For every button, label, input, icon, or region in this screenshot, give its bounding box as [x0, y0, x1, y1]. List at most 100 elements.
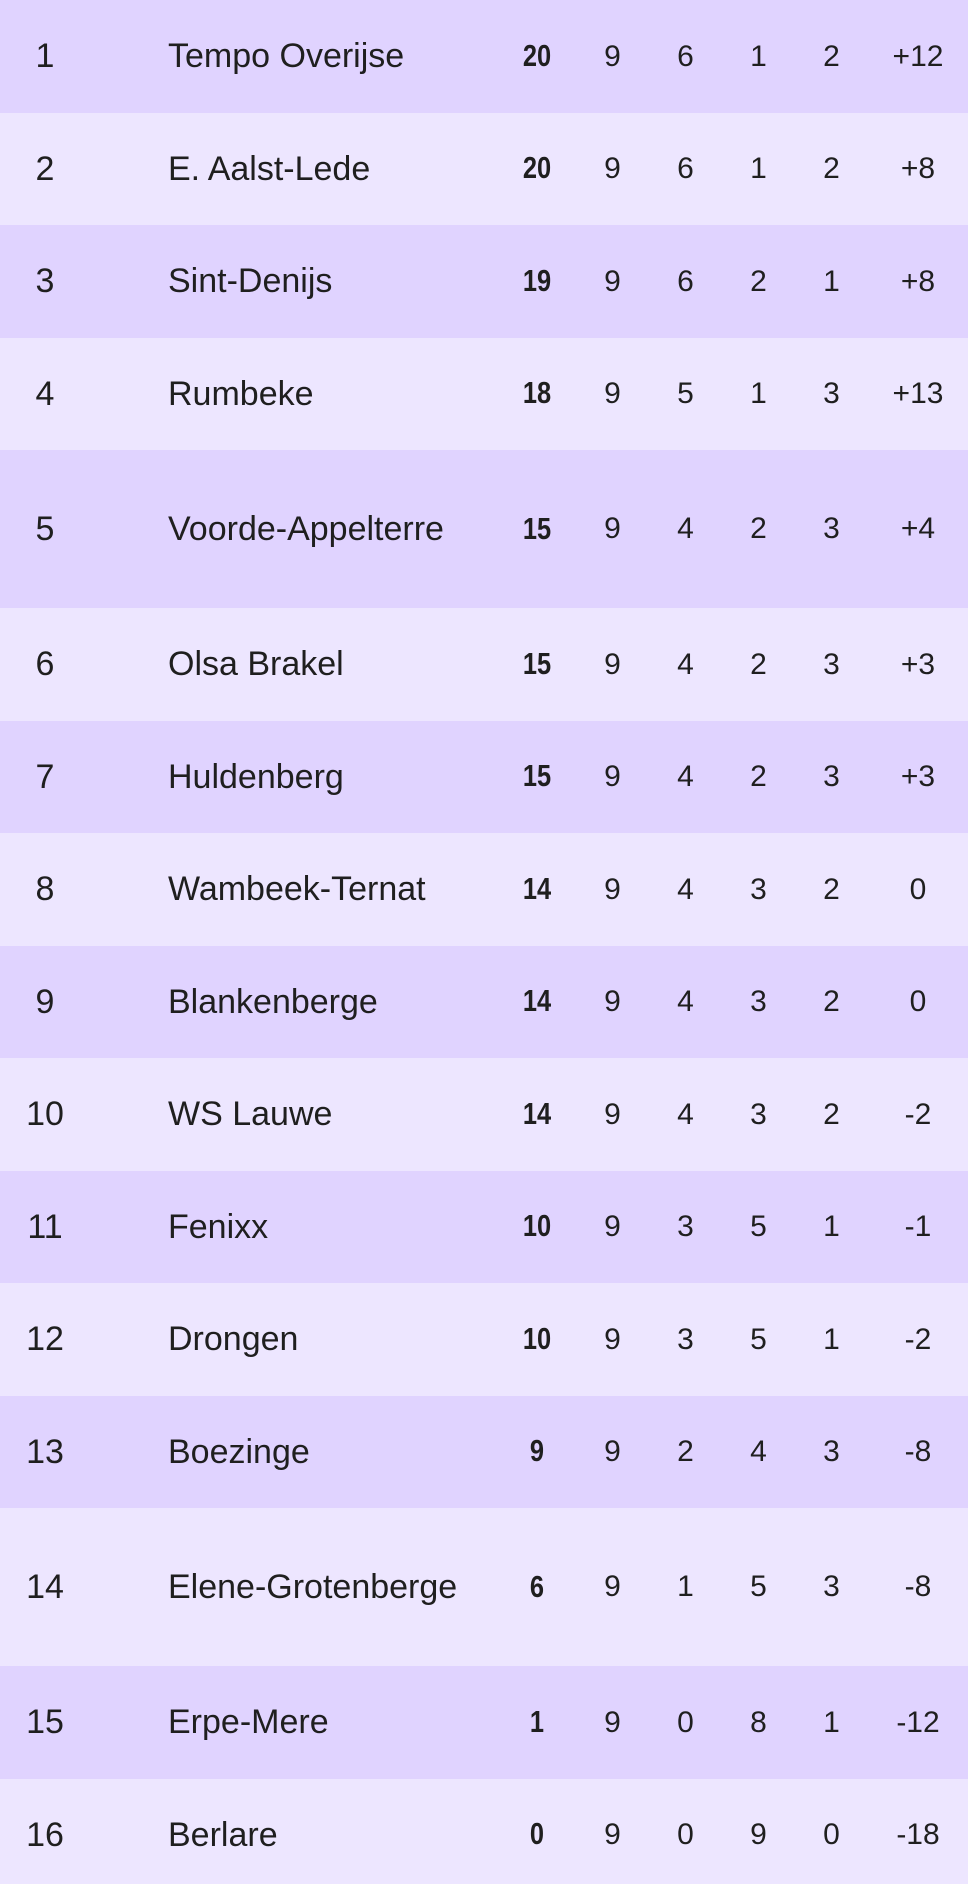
played: 9	[604, 985, 621, 1019]
table-row[interactable]: 9 Blankenberge 14 9 4 3 2 0	[0, 945, 968, 1058]
points: 15	[522, 510, 552, 546]
team-name: Elene-Grotenberge	[168, 1567, 458, 1606]
table-row[interactable]: 10 WS Lauwe 14 9 4 3 2 -2	[0, 1058, 968, 1171]
lost: 2	[823, 985, 840, 1019]
won: 1	[677, 1570, 694, 1604]
points: 14	[522, 1095, 552, 1131]
drawn: 3	[750, 1097, 767, 1131]
drawn: 2	[750, 264, 767, 298]
goal-difference: +3	[900, 760, 936, 794]
drawn: 5	[750, 1322, 767, 1356]
table-row[interactable]: 11 Fenixx 10 9 3 5 1 -1	[0, 1170, 968, 1283]
team-name: WS Lauwe	[168, 1095, 333, 1134]
points: 20	[522, 37, 552, 73]
won: 4	[677, 985, 694, 1019]
points: 0	[529, 1816, 545, 1852]
played: 9	[604, 377, 621, 411]
lost: 3	[823, 647, 840, 681]
team-name: Berlare	[168, 1815, 278, 1854]
won: 0	[677, 1705, 694, 1739]
goal-difference: 0	[909, 872, 927, 906]
drawn: 3	[750, 872, 767, 906]
table-row[interactable]: 3 Sint-Denijs 19 9 6 2 1 +8	[0, 225, 968, 338]
points: 6	[529, 1568, 545, 1604]
table-row[interactable]: 8 Wambeek-Ternat 14 9 4 3 2 0	[0, 833, 968, 946]
lost: 3	[823, 760, 840, 794]
lost: 1	[823, 264, 840, 298]
table-row[interactable]: 2 E. Aalst-Lede 20 9 6 1 2 +8	[0, 112, 968, 225]
lost: 2	[823, 872, 840, 906]
points: 20	[522, 150, 552, 186]
won: 3	[677, 1210, 694, 1244]
lost: 2	[823, 1097, 840, 1131]
team-name: E. Aalst-Lede	[168, 149, 371, 188]
table-row[interactable]: 6 Olsa Brakel 15 9 4 2 3 +3	[0, 608, 968, 721]
team-name: Huldenberg	[168, 757, 344, 796]
position: 10	[26, 1095, 64, 1134]
position: 1	[35, 37, 55, 76]
drawn: 9	[750, 1818, 767, 1852]
position: 5	[35, 509, 55, 548]
table-row[interactable]: 5 Voorde-Appelterre 15 9 4 2 3 +4	[0, 450, 968, 608]
points: 18	[522, 375, 552, 411]
goal-difference: -12	[896, 1705, 940, 1739]
position: 6	[35, 645, 55, 684]
drawn: 3	[750, 985, 767, 1019]
drawn: 5	[750, 1210, 767, 1244]
played: 9	[604, 39, 621, 73]
drawn: 2	[750, 760, 767, 794]
position: 4	[35, 374, 55, 413]
drawn: 5	[750, 1570, 767, 1604]
lost: 3	[823, 1570, 840, 1604]
team-name: Wambeek-Ternat	[168, 870, 426, 909]
team-name: Tempo Overijse	[168, 37, 405, 76]
position: 2	[35, 149, 55, 188]
table-row[interactable]: 12 Drongen 10 9 3 5 1 -2	[0, 1283, 968, 1396]
table-row[interactable]: 14 Elene-Grotenberge 6 9 1 5 3 -8	[0, 1508, 968, 1666]
position: 16	[26, 1815, 64, 1854]
table-row[interactable]: 13 Boezinge 9 9 2 4 3 -8	[0, 1395, 968, 1508]
table-row[interactable]: 15 Erpe-Mere 1 9 0 8 1 -12	[0, 1666, 968, 1779]
lost: 3	[823, 1435, 840, 1469]
goal-difference: +8	[900, 264, 936, 298]
played: 9	[604, 152, 621, 186]
won: 3	[677, 1322, 694, 1356]
points: 1	[529, 1703, 545, 1739]
goal-difference: -8	[904, 1435, 932, 1469]
won: 4	[677, 512, 694, 546]
won: 6	[677, 264, 694, 298]
points: 15	[522, 758, 552, 794]
points: 10	[522, 1320, 552, 1356]
table-row[interactable]: 7 Huldenberg 15 9 4 2 3 +3	[0, 720, 968, 833]
goal-difference: +13	[892, 377, 944, 411]
played: 9	[604, 1705, 621, 1739]
goal-difference: -8	[904, 1570, 932, 1604]
goal-difference: +8	[900, 152, 936, 186]
goal-difference: -2	[904, 1097, 932, 1131]
team-name: Erpe-Mere	[168, 1703, 329, 1742]
lost: 2	[823, 39, 840, 73]
played: 9	[604, 760, 621, 794]
position: 12	[26, 1320, 64, 1359]
drawn: 2	[750, 647, 767, 681]
team-name: Voorde-Appelterre	[168, 509, 444, 548]
drawn: 2	[750, 512, 767, 546]
goal-difference: 0	[909, 985, 927, 1019]
goal-difference: +3	[900, 647, 936, 681]
drawn: 1	[750, 152, 767, 186]
played: 9	[604, 1818, 621, 1852]
goal-difference: -18	[896, 1818, 940, 1852]
table-row[interactable]: 16 Berlare 0 9 0 9 0 -18	[0, 1778, 968, 1884]
position: 13	[26, 1432, 64, 1471]
goal-difference: +12	[892, 39, 944, 73]
won: 6	[677, 39, 694, 73]
table-row[interactable]: 1 Tempo Overijse 20 9 6 1 2 +12	[0, 0, 968, 113]
position: 9	[35, 982, 55, 1021]
won: 0	[677, 1818, 694, 1852]
lost: 3	[823, 512, 840, 546]
position: 15	[26, 1703, 64, 1742]
team-name: Rumbeke	[168, 374, 314, 413]
points: 15	[522, 645, 552, 681]
drawn: 1	[750, 39, 767, 73]
table-row[interactable]: 4 Rumbeke 18 9 5 1 3 +13	[0, 337, 968, 450]
